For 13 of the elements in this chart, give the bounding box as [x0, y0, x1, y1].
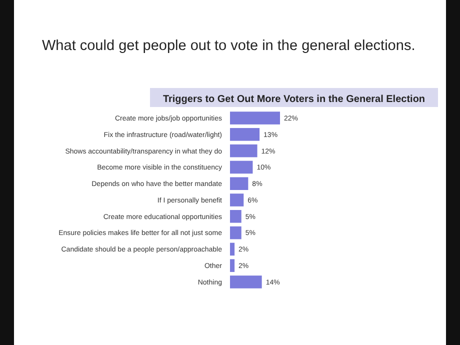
bar [230, 259, 235, 272]
bar [230, 177, 248, 190]
bar [230, 242, 235, 256]
bar [230, 160, 253, 174]
bar [230, 194, 244, 206]
bar [230, 144, 258, 158]
bar [230, 276, 262, 288]
bar [230, 210, 242, 223]
chart-subtitle: Triggers to Get Out More Voters in the General Election [162, 94, 426, 105]
bar [230, 128, 260, 141]
chart-title: What could get people out to vote in the general elections. [42, 38, 416, 54]
bar [230, 112, 280, 124]
bar [230, 226, 242, 240]
